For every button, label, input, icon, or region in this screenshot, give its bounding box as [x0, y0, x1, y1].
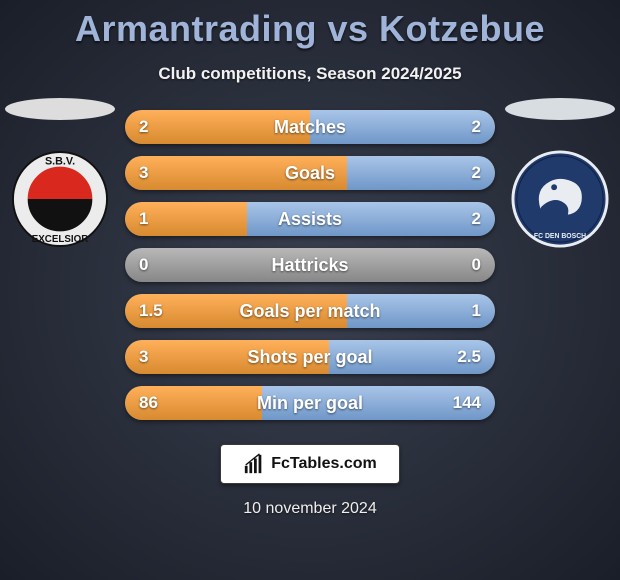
stat-label: Assists — [278, 209, 342, 230]
brand-label: FcTables.com — [271, 455, 377, 473]
stat-row: 3 Goals 2 — [125, 156, 495, 190]
stat-value-right: 1 — [472, 301, 481, 321]
stat-value-left: 3 — [139, 163, 148, 183]
stat-value-left: 1.5 — [139, 301, 163, 321]
chart-icon — [243, 453, 265, 475]
stat-row: 1.5 Goals per match 1 — [125, 294, 495, 328]
stat-value-right: 2 — [472, 117, 481, 137]
stat-label: Shots per goal — [247, 347, 372, 368]
page-title: Armantrading vs Kotzebue — [0, 0, 620, 50]
stat-value-right: 0 — [472, 255, 481, 275]
stat-value-left: 1 — [139, 209, 148, 229]
crest-left-wrap: S.B.V. EXCELSIOR — [0, 98, 120, 248]
date-label: 10 november 2024 — [0, 500, 620, 518]
crest-left-text-bottom: EXCELSIOR — [32, 234, 89, 245]
stat-value-right: 2 — [472, 163, 481, 183]
crest-right-text: FC DEN BOSCH — [534, 233, 586, 240]
subtitle: Club competitions, Season 2024/2025 — [0, 64, 620, 84]
crest-right-wrap: FC DEN BOSCH — [500, 98, 620, 248]
shadow-ellipse-left — [5, 98, 115, 120]
stat-row: 1 Assists 2 — [125, 202, 495, 236]
stat-value-right: 2.5 — [457, 347, 481, 367]
stat-label: Hattricks — [271, 255, 348, 276]
crest-left-text-top: S.B.V. — [45, 156, 75, 168]
stat-value-left: 0 — [139, 255, 148, 275]
stat-label: Matches — [274, 117, 346, 138]
stat-label: Min per goal — [257, 393, 363, 414]
stat-value-left: 86 — [139, 393, 158, 413]
stat-value-right: 2 — [472, 209, 481, 229]
brand-box[interactable]: FcTables.com — [220, 444, 400, 484]
stat-value-left: 2 — [139, 117, 148, 137]
stat-label: Goals per match — [239, 301, 380, 322]
stat-label: Goals — [285, 163, 335, 184]
main-area: S.B.V. EXCELSIOR FC DEN BOSCH 2Matches23… — [0, 106, 620, 420]
stat-row: 0 Hattricks 0 — [125, 248, 495, 282]
stat-row: 86 Min per goal 144 — [125, 386, 495, 420]
stat-row: 2 Matches 2 — [125, 110, 495, 144]
stat-row: 3 Shots per goal 2.5 — [125, 340, 495, 374]
stat-value-right: 144 — [453, 393, 481, 413]
shadow-ellipse-right — [505, 98, 615, 120]
stats-list: 2 Matches 2 3 Goals 2 1 Assists 2 0 Hattricks 0 1.5 G… — [125, 106, 495, 420]
stat-value-left: 3 — [139, 347, 148, 367]
crest-left-icon: S.B.V. EXCELSIOR — [11, 150, 109, 248]
crest-right-icon: FC DEN BOSCH — [511, 150, 609, 248]
